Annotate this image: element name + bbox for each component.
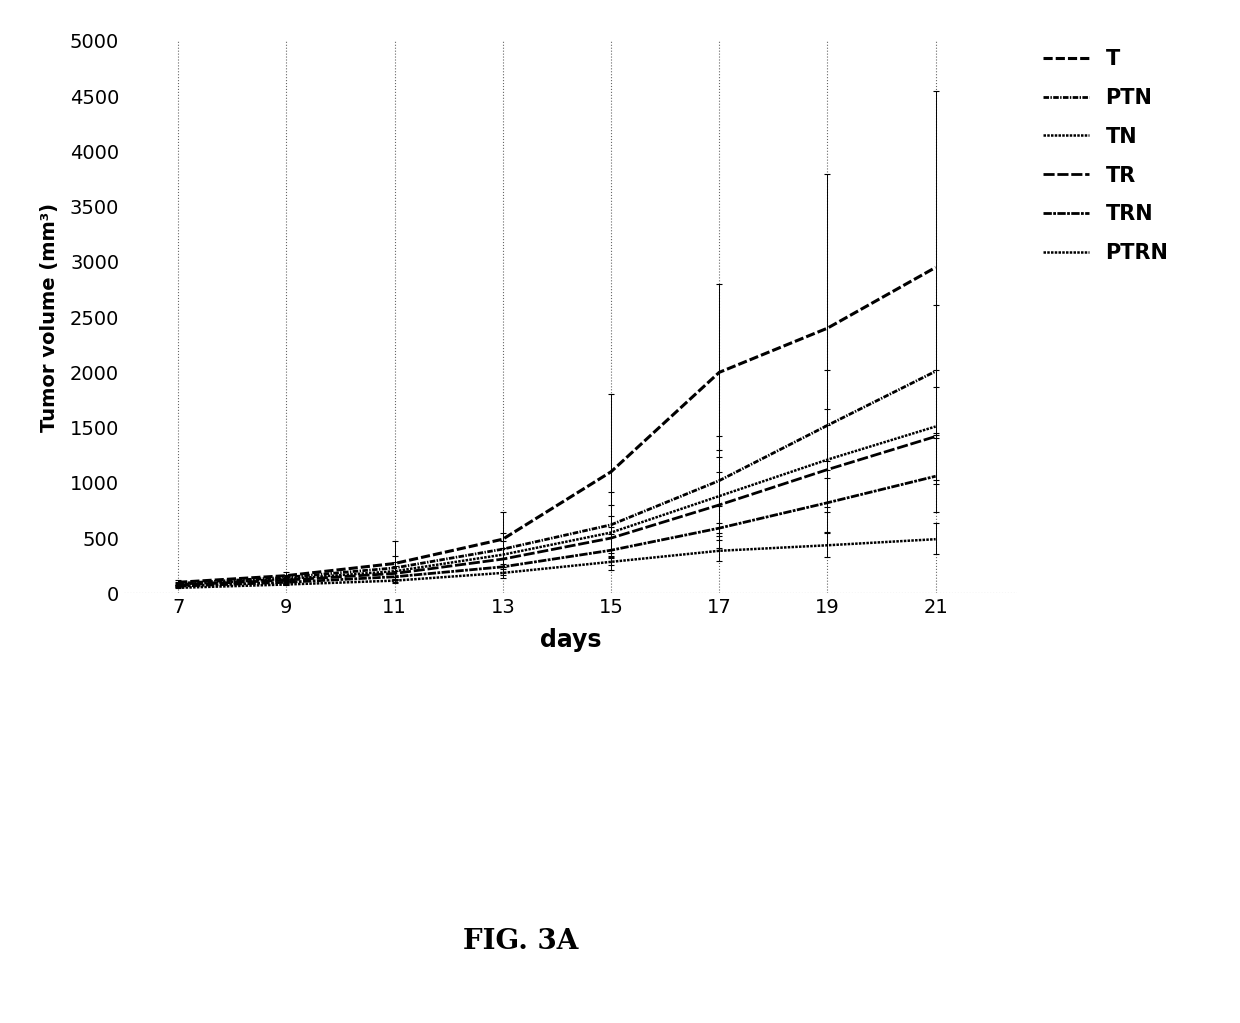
X-axis label: days: days	[539, 628, 601, 653]
Text: FIG. 3A: FIG. 3A	[463, 928, 579, 954]
Legend: T, PTN, TN, TR, TRN, PTRN: T, PTN, TN, TR, TRN, PTRN	[1034, 41, 1177, 271]
Y-axis label: Tumor volume (mm³): Tumor volume (mm³)	[40, 203, 58, 432]
